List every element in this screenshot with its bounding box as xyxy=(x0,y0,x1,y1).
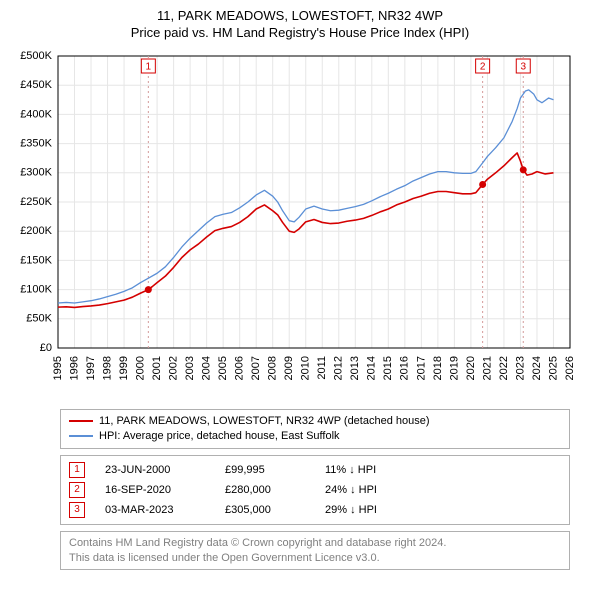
transaction-row-badge: 1 xyxy=(69,462,85,478)
transaction-dot xyxy=(145,286,152,293)
x-tick-label: 1997 xyxy=(85,356,97,380)
transaction-date: 03-MAR-2023 xyxy=(105,504,205,516)
x-tick-label: 2023 xyxy=(514,356,526,380)
x-tick-label: 2001 xyxy=(151,356,163,380)
legend-label: HPI: Average price, detached house, East… xyxy=(99,430,340,442)
x-tick-label: 2011 xyxy=(316,356,328,380)
x-tick-label: 2000 xyxy=(134,356,146,380)
x-tick-label: 2015 xyxy=(382,356,394,380)
y-tick-label: £500K xyxy=(20,50,52,62)
x-tick-label: 1996 xyxy=(68,356,80,380)
transaction-row: 1 23-JUN-2000 £99,995 11% ↓ HPI xyxy=(69,460,561,480)
transaction-row: 2 16-SEP-2020 £280,000 24% ↓ HPI xyxy=(69,480,561,500)
x-tick-label: 1995 xyxy=(52,356,64,380)
x-tick-label: 2024 xyxy=(531,356,543,380)
x-tick-label: 2013 xyxy=(349,356,361,380)
x-tick-label: 2008 xyxy=(267,356,279,380)
y-tick-label: £350K xyxy=(20,137,52,149)
y-tick-label: £0 xyxy=(40,342,52,354)
x-tick-label: 2006 xyxy=(234,356,246,380)
transaction-delta: 29% ↓ HPI xyxy=(325,504,425,516)
transaction-date: 23-JUN-2000 xyxy=(105,464,205,476)
license-box: Contains HM Land Registry data © Crown c… xyxy=(60,531,570,571)
legend-item: HPI: Average price, detached house, East… xyxy=(69,429,561,444)
legend: 11, PARK MEADOWS, LOWESTOFT, NR32 4WP (d… xyxy=(60,409,570,449)
transaction-price: £305,000 xyxy=(225,504,305,516)
x-tick-label: 1999 xyxy=(118,356,130,380)
y-tick-label: £300K xyxy=(20,166,52,178)
chart-area: £0 £50K £100K £150K £200K £250K £300K £350K £400… xyxy=(10,48,590,403)
x-tick-label: 2009 xyxy=(283,356,295,380)
transaction-row-badge: 3 xyxy=(69,502,85,518)
legend-swatch xyxy=(69,420,93,422)
chart-title-line2: Price paid vs. HM Land Registry's House … xyxy=(10,25,590,42)
figure-root: 11, PARK MEADOWS, LOWESTOFT, NR32 4WP Pr… xyxy=(0,0,600,590)
chart-svg: £0 £50K £100K £150K £200K £250K £300K £350K £400… xyxy=(10,48,590,403)
transaction-date: 16-SEP-2020 xyxy=(105,484,205,496)
license-line2: This data is licensed under the Open Gov… xyxy=(69,551,561,566)
legend-item: 11, PARK MEADOWS, LOWESTOFT, NR32 4WP (d… xyxy=(69,414,561,429)
x-tick-label: 2010 xyxy=(300,356,312,380)
transaction-price: £99,995 xyxy=(225,464,305,476)
x-tick-label: 2018 xyxy=(432,356,444,380)
x-tick-label: 2007 xyxy=(250,356,262,380)
y-tick-label: £50K xyxy=(26,312,52,324)
x-tick-label: 2021 xyxy=(481,356,493,380)
x-tick-label: 2016 xyxy=(399,356,411,380)
x-tick-label: 2005 xyxy=(217,356,229,380)
transaction-delta: 11% ↓ HPI xyxy=(325,464,425,476)
transaction-price: £280,000 xyxy=(225,484,305,496)
transaction-row: 3 03-MAR-2023 £305,000 29% ↓ HPI xyxy=(69,500,561,520)
x-tick-label: 2002 xyxy=(168,356,180,380)
transaction-row-badge: 2 xyxy=(69,482,85,498)
y-tick-label: £150K xyxy=(20,254,52,266)
x-tick-label: 2017 xyxy=(415,356,427,380)
x-tick-label: 2022 xyxy=(498,356,510,380)
y-tick-label: £200K xyxy=(20,225,52,237)
y-tick-label: £400K xyxy=(20,108,52,120)
x-tick-label: 2026 xyxy=(564,356,576,380)
x-tick-label: 2014 xyxy=(366,356,378,380)
x-tick-label: 2025 xyxy=(547,356,559,380)
x-tick-label: 2004 xyxy=(201,356,213,380)
transaction-badge-number: 2 xyxy=(480,61,486,72)
y-tick-label: £100K xyxy=(20,283,52,295)
x-tick-label: 2019 xyxy=(448,356,460,380)
transactions-table: 1 23-JUN-2000 £99,995 11% ↓ HPI 2 16-SEP-2020… xyxy=(60,455,570,525)
transaction-badge-number: 1 xyxy=(146,61,152,72)
chart-title-line1: 11, PARK MEADOWS, LOWESTOFT, NR32 4WP xyxy=(10,8,590,25)
transaction-badge-number: 3 xyxy=(520,61,526,72)
x-tick-label: 1998 xyxy=(101,356,113,380)
y-tick-label: £450K xyxy=(20,79,52,91)
x-tick-label: 2012 xyxy=(333,356,345,380)
legend-swatch xyxy=(69,435,93,437)
transaction-dot xyxy=(479,181,486,188)
y-tick-label: £250K xyxy=(20,196,52,208)
x-tick-label: 2020 xyxy=(465,356,477,380)
license-line1: Contains HM Land Registry data © Crown c… xyxy=(69,536,561,551)
transaction-dot xyxy=(520,166,527,173)
transaction-delta: 24% ↓ HPI xyxy=(325,484,425,496)
legend-label: 11, PARK MEADOWS, LOWESTOFT, NR32 4WP (d… xyxy=(99,415,430,427)
x-tick-label: 2003 xyxy=(184,356,196,380)
